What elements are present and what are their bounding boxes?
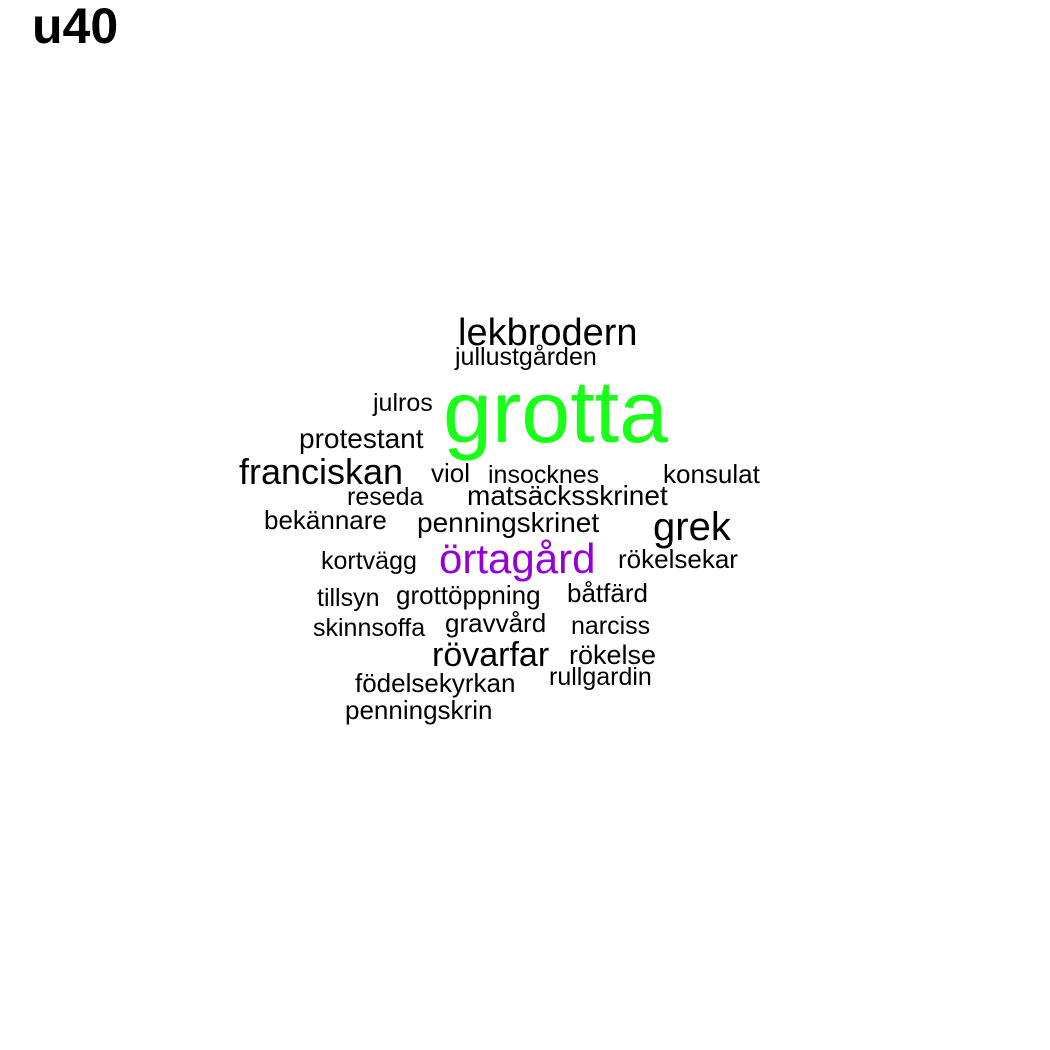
word-rullgardin: rullgardin [549,663,652,691]
word-rokelse: rökelse [569,640,657,670]
word-franciskan: franciskan [239,451,404,492]
word-insocknes: insocknes [488,461,600,489]
word-grottoppning: grottöppning [396,580,541,610]
word-narciss: narciss [571,612,651,640]
word-matsacksskrinet: matsäcksskrinet [467,480,668,511]
word-fodelsekyrkan: födelsekyrkan [355,668,516,698]
word-kortvagg: kortvägg [321,547,417,575]
word-tillsyn: tillsyn [317,584,380,612]
word-protestant: protestant [299,423,424,454]
word-bekannare: bekännare [264,505,387,535]
word-reseda: reseda [347,483,424,511]
word-batfard: båtfärd [567,578,648,608]
word-jullustgarden: jullustgården [455,343,597,371]
word-viol: viol [431,458,471,488]
word-konsulat: konsulat [663,459,760,489]
word-ortagard: örtagård [439,535,596,582]
word-gravvard: gravvård [445,608,547,638]
page-title: u40 [32,0,119,54]
word-grek: grek [653,505,731,549]
word-julros: julros [373,389,433,417]
word-penningskrinet: penningskrinet [417,507,600,538]
word-lekbrodern: lekbrodern [458,312,638,354]
word-skinnsoffa: skinnsoffa [313,614,426,642]
word-grotta: grotta [443,362,669,461]
word-rovarfar: rövarfar [432,636,550,674]
word-rokelsekar: rökelsekar [618,544,738,574]
word-penningskrin: penningskrin [345,695,493,725]
